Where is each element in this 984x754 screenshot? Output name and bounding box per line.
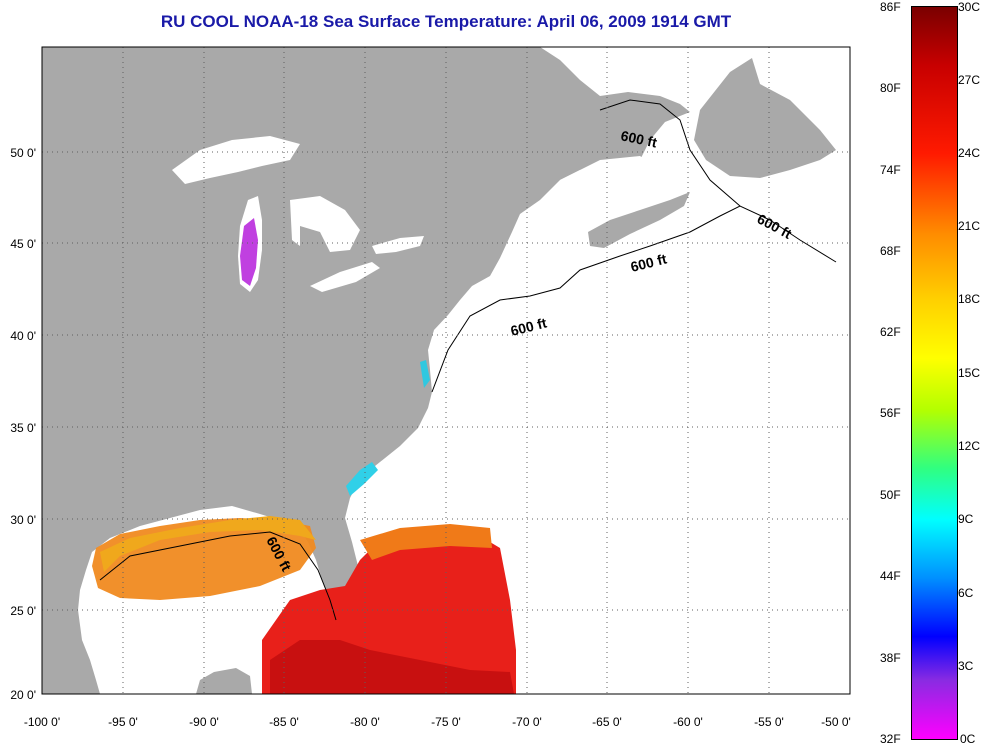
lake-ontario — [372, 236, 424, 254]
colorbar-c-label: 24C — [958, 146, 981, 160]
lon-tick: -55 0' — [754, 715, 784, 729]
colorbar-c-label: 12C — [958, 439, 981, 453]
colorbar-f-label: 50F — [880, 488, 901, 502]
lat-tick: 30 0' — [10, 513, 36, 527]
coastal-sst-cyan — [346, 462, 378, 496]
isobath-600ft-stlawrence — [599, 99, 741, 207]
lat-tick: 45 0' — [10, 237, 36, 251]
lat-tick: 20 0' — [10, 688, 36, 702]
colorbar-c-label: 21C — [958, 219, 981, 233]
lon-tick: -100 0' — [24, 715, 60, 729]
lat-tick: 35 0' — [10, 421, 36, 435]
temperature-colorbar — [911, 6, 958, 740]
colorbar-c-label: 0C — [960, 732, 976, 746]
colorbar-c-label: 18C — [958, 292, 981, 306]
gulf-shelf-amber — [100, 516, 316, 572]
lat-tick: 50 0' — [10, 146, 36, 160]
colorbar-f-label: 44F — [880, 569, 901, 583]
north-america-land — [42, 47, 690, 694]
caribbean-sst-deep — [270, 640, 514, 694]
yucatan-land — [196, 668, 252, 694]
lake-huron — [290, 196, 360, 252]
chesapeake-sst — [420, 360, 430, 388]
latitude-axis: 20 0' 25 0' 30 0' 35 0' 40 0' 45 0' 50 0… — [10, 146, 36, 702]
lon-tick: -70 0' — [512, 715, 542, 729]
colorbar-f-label: 62F — [880, 325, 901, 339]
colorbar-f-label: 68F — [880, 244, 901, 258]
longitude-axis: -100 0' -95 0' -90 0' -85 0' -80 0' -75 … — [24, 715, 851, 729]
colorbar-c-label: 30C — [958, 0, 981, 14]
isobath-label-1: 600 ft — [619, 127, 658, 150]
isobath-600ft-gulf — [99, 531, 337, 621]
florida-strait-orange — [360, 524, 492, 560]
colorbar-f-label: 74F — [880, 163, 901, 177]
colorbar-f-label: 38F — [880, 651, 901, 665]
lon-tick: -60 0' — [673, 715, 703, 729]
colorbar-c-label: 6C — [958, 586, 974, 600]
colorbar-c-label: 3C — [958, 659, 974, 673]
nova-scotia-land — [588, 192, 690, 248]
lon-tick: -65 0' — [592, 715, 622, 729]
lon-tick: -50 0' — [821, 715, 851, 729]
st-lawrence-water — [560, 156, 700, 216]
map-title: RU COOL NOAA-18 Sea Surface Temperature:… — [160, 12, 732, 31]
lake-michigan-sst — [240, 218, 258, 286]
lon-tick: -90 0' — [189, 715, 219, 729]
colorbar-c-label: 15C — [958, 366, 981, 380]
lake-erie — [310, 262, 380, 292]
colorbar-c-label: 9C — [958, 512, 974, 526]
colorbar-c-label: 27C — [958, 73, 981, 87]
newfoundland-land — [694, 58, 836, 178]
map-frame — [41, 46, 851, 695]
lon-tick: -85 0' — [269, 715, 299, 729]
lon-tick: -95 0' — [108, 715, 138, 729]
isobath-600ft-north — [431, 205, 837, 393]
lat-tick: 25 0' — [10, 604, 36, 618]
colorbar-f-label: 32F — [880, 732, 901, 746]
lon-tick: -75 0' — [431, 715, 461, 729]
colorbar-f-label: 56F — [880, 406, 901, 420]
lat-tick: 40 0' — [10, 329, 36, 343]
colorbar-f-label: 86F — [880, 0, 901, 14]
colorbar-f-label: 80F — [880, 81, 901, 95]
lon-tick: -80 0' — [350, 715, 380, 729]
